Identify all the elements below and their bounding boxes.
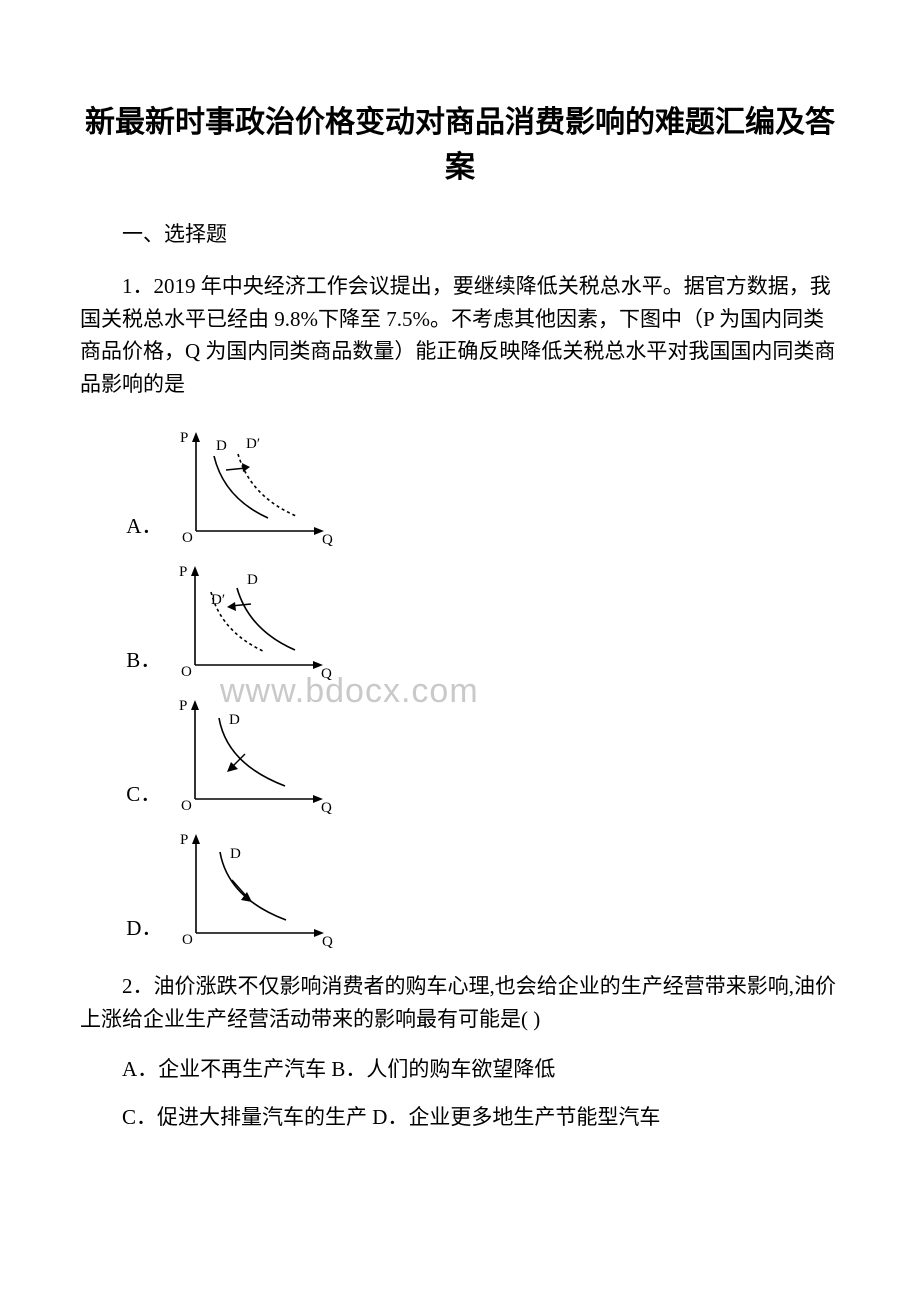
q1-option-d: D． P Q O D	[126, 820, 840, 948]
graph-b: P Q O D′ D	[167, 560, 337, 680]
svg-text:D: D	[230, 846, 241, 862]
svg-text:Q: Q	[321, 666, 332, 680]
svg-text:D: D	[247, 572, 258, 588]
q1-option-c: C． P Q O D	[126, 686, 840, 814]
q1-text: 1．2019 年中央经济工作会议提出，要继续降低关税总水平。据官方数据，我国关税…	[80, 270, 840, 400]
option-label: B．	[126, 644, 161, 680]
option-label: A．	[126, 510, 162, 546]
graph-c: P Q O D	[167, 694, 337, 814]
svg-text:O: O	[181, 664, 192, 680]
svg-text:D′: D′	[211, 592, 225, 608]
option-label: D．	[126, 912, 162, 948]
svg-text:D: D	[229, 712, 240, 728]
q1-option-b: B． P Q O D′ D	[126, 552, 840, 680]
option-label: C．	[126, 778, 161, 814]
svg-text:P: P	[179, 698, 187, 714]
graph-a: P Q O D D′	[168, 426, 338, 546]
q2-options-cd: C．促进大排量汽车的生产 D．企业更多地生产节能型汽车	[80, 1101, 840, 1131]
svg-text:O: O	[182, 530, 193, 546]
svg-text:Q: Q	[322, 532, 333, 546]
svg-text:Q: Q	[321, 800, 332, 814]
svg-text:O: O	[181, 798, 192, 814]
svg-text:P: P	[180, 832, 188, 848]
svg-text:P: P	[179, 564, 187, 580]
svg-text:Q: Q	[322, 934, 333, 948]
page-title: 新最新时事政治价格变动对商品消费影响的难题汇编及答案	[80, 100, 840, 190]
svg-text:P: P	[180, 430, 188, 446]
q1-option-a: A． P Q O D D′	[126, 418, 840, 546]
q2-options-ab: A．企业不再生产汽车 B．人们的购车欲望降低	[80, 1053, 840, 1083]
svg-text:D: D	[216, 438, 227, 454]
section-heading: 一、选择题	[80, 218, 840, 248]
graph-d: P Q O D	[168, 828, 338, 948]
svg-text:O: O	[182, 932, 193, 948]
q2-text: 2．油价涨跌不仅影响消费者的购车心理,也会给企业的生产经营带来影响,油价上涨给企…	[80, 970, 840, 1035]
svg-text:D′: D′	[246, 436, 260, 452]
